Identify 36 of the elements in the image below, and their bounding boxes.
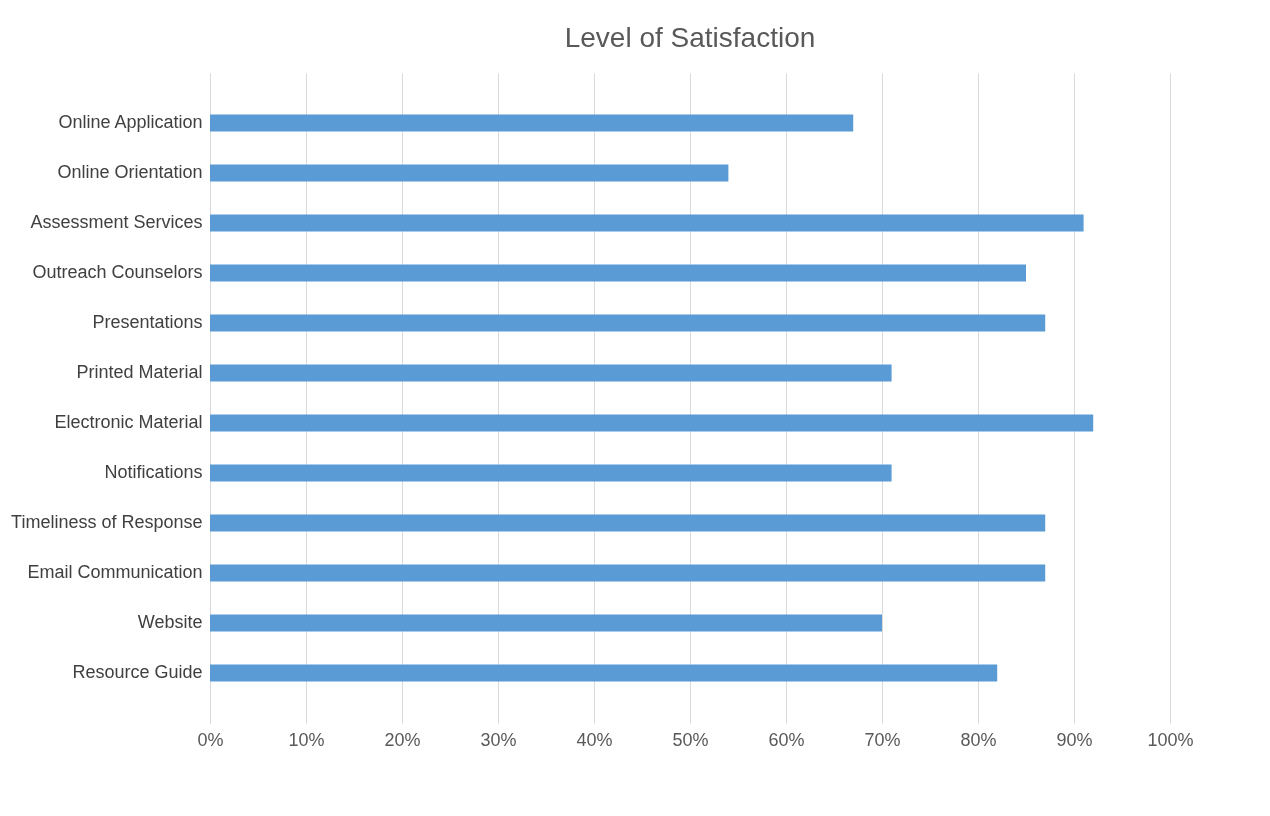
y-tick-label: Presentations (92, 312, 203, 332)
bar (210, 664, 998, 682)
x-tick-label: 10% (288, 729, 325, 750)
bar (210, 514, 1046, 532)
y-tick-label: Timeliness of Response (11, 512, 203, 532)
x-tick-label: 20% (384, 729, 421, 750)
x-tick-label: 90% (1056, 729, 1093, 750)
x-tick-label: 40% (576, 729, 613, 750)
bar (210, 264, 1026, 282)
x-tick-label: 100% (1147, 729, 1194, 750)
bar (210, 114, 854, 132)
y-tick-label: Electronic Material (54, 412, 203, 432)
x-tick-label: 80% (960, 729, 997, 750)
bar (210, 214, 1084, 232)
y-tick-label: Assessment Services (30, 212, 203, 232)
bar (210, 314, 1046, 332)
y-tick-label: Online Orientation (57, 162, 203, 182)
y-tick-label: Printed Material (76, 362, 203, 382)
chart-title: Level of Satisfaction (564, 22, 816, 53)
x-tick-label: 70% (864, 729, 901, 750)
y-tick-label: Email Communication (27, 562, 203, 582)
y-tick-label: Notifications (104, 462, 203, 482)
bar (210, 164, 729, 182)
bar (210, 564, 1046, 582)
y-tick-label: Online Application (58, 112, 203, 132)
y-tick-label: Website (137, 612, 203, 632)
bar (210, 464, 892, 482)
x-tick-label: 60% (768, 729, 805, 750)
x-tick-label: 0% (197, 729, 224, 750)
bar (210, 614, 882, 632)
bar (210, 414, 1094, 432)
x-tick-label: 50% (672, 729, 709, 750)
y-tick-label: Outreach Counselors (32, 262, 203, 282)
bar (210, 364, 892, 382)
y-tick-label: Resource Guide (72, 662, 203, 682)
x-tick-label: 30% (480, 729, 517, 750)
